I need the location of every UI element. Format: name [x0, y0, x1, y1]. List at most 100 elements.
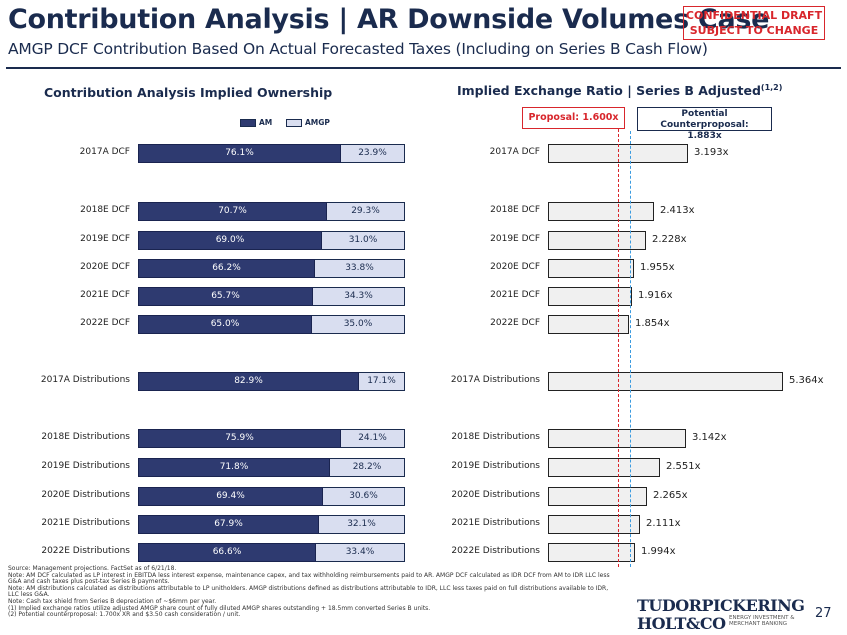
ownership-row-label: 2021E Distributions — [41, 518, 130, 528]
ownership-row-label: 2022E Distributions — [41, 546, 130, 556]
xr-bar — [548, 230, 646, 250]
proposal-line — [618, 129, 619, 567]
amgp-bar: 34.3% — [313, 286, 405, 306]
counterproposal-line — [630, 131, 631, 567]
xr-value-label: 2.413x — [660, 205, 695, 216]
counterproposal-line-1: Potential Counterproposal: — [660, 109, 749, 130]
page-number: 27 — [815, 606, 832, 621]
ownership-row-label: 2022E DCF — [80, 318, 130, 328]
ownership-row-label: 2018E DCF — [80, 205, 130, 215]
ownership-row-label: 2019E Distributions — [41, 461, 130, 471]
xr-bar — [548, 258, 634, 278]
xr-bar — [548, 457, 660, 477]
xr-row-label: 2018E DCF — [490, 205, 540, 215]
left-panel-title: Contribution Analysis Implied Ownership — [44, 85, 333, 100]
xr-row-label: 2018E Distributions — [451, 432, 540, 442]
xr-value-label: 1.955x — [640, 262, 675, 273]
xr-value-label: 2.111x — [646, 518, 681, 529]
note-line: (1) Implied exchange ratios utilize adju… — [8, 604, 431, 612]
am-bar: 71.8% — [138, 457, 330, 477]
am-bar: 66.6% — [138, 542, 316, 562]
xr-value-label: 1.854x — [635, 318, 670, 329]
ownership-row-label: 2020E DCF — [80, 262, 130, 272]
amgp-bar: 35.0% — [312, 314, 405, 334]
xr-row-label: 2022E DCF — [490, 318, 540, 328]
xr-row-label: 2017A DCF — [489, 147, 540, 157]
amgp-bar: 28.2% — [330, 457, 405, 477]
logo-tagline: ENERGY INVESTMENT & MERCHANT BANKING — [729, 615, 795, 627]
note-line: Source: Management projections. FactSet … — [8, 565, 177, 572]
page-subtitle: AMGP DCF Contribution Based On Actual Fo… — [8, 40, 708, 58]
xr-row-label: 2017A Distributions — [450, 375, 540, 385]
am-bar: 67.9% — [138, 514, 319, 534]
am-bar: 69.0% — [138, 230, 322, 250]
logo-line-2: HOLT&CO — [637, 614, 726, 633]
ownership-row-label: 2021E DCF — [80, 290, 130, 300]
amgp-bar: 33.4% — [316, 542, 405, 562]
xr-bar — [548, 486, 647, 506]
xr-row-label: 2022E Distributions — [451, 546, 540, 556]
xr-row-label: 2021E DCF — [490, 290, 540, 300]
amgp-bar: 33.8% — [315, 258, 405, 278]
confidential-line-1: CONFIDENTIAL DRAFT — [685, 9, 823, 22]
xr-bar — [548, 371, 783, 391]
legend-am-label: AM — [259, 118, 273, 127]
confidential-line-2: SUBJECT TO CHANGE — [689, 24, 819, 37]
amgp-bar: 30.6% — [323, 486, 405, 506]
am-bar: 82.9% — [138, 371, 359, 391]
proposal-box: Proposal: 1.600x — [522, 107, 625, 129]
amgp-bar: 32.1% — [319, 514, 405, 534]
ownership-row-label: 2017A Distributions — [40, 375, 130, 385]
right-panel-title-sup: (1,2) — [760, 83, 783, 92]
xr-value-label: 5.364x — [789, 375, 824, 386]
logo-tag-1: ENERGY INVESTMENT & — [729, 615, 795, 621]
am-bar: 70.7% — [138, 201, 327, 221]
amgp-bar: 29.3% — [327, 201, 405, 221]
xr-bar — [548, 201, 654, 221]
ownership-row-label: 2019E DCF — [80, 234, 130, 244]
am-bar: 65.0% — [138, 314, 312, 334]
xr-value-label: 3.142x — [692, 432, 727, 443]
am-bar: 76.1% — [138, 143, 341, 163]
am-bar: 75.9% — [138, 428, 341, 448]
xr-value-label: 1.916x — [638, 290, 673, 301]
xr-value-label: 2.265x — [653, 490, 688, 501]
logo-tag-2: MERCHANT BANKING — [729, 621, 787, 627]
counterproposal-line-2: 1.883x — [687, 131, 722, 141]
legend-amgp-swatch — [286, 119, 302, 127]
am-bar: 65.7% — [138, 286, 313, 306]
confidential-stamp: CONFIDENTIAL DRAFT SUBJECT TO CHANGE — [683, 6, 825, 40]
note-line: Note: AM DCF calculated as LP interest i… — [8, 571, 610, 579]
logo-line-1: TUDORPICKERING — [637, 596, 805, 615]
note-line: G&A and cash taxes plus post-tax Series … — [8, 578, 170, 586]
xr-value-label: 2.551x — [666, 461, 701, 472]
am-bar: 66.2% — [138, 258, 315, 278]
right-panel-title-text: Implied Exchange Ratio | Series B Adjust… — [457, 83, 761, 99]
xr-row-label: 2020E DCF — [490, 262, 540, 272]
right-panel-title: Implied Exchange Ratio | Series B Adjust… — [457, 83, 782, 98]
note-line: (2) Potential counterproposal: 1.700x XR… — [8, 611, 241, 619]
xr-value-label: 1.994x — [641, 546, 676, 557]
xr-row-label: 2020E Distributions — [451, 490, 540, 500]
xr-bar — [548, 428, 686, 448]
amgp-bar: 31.0% — [322, 230, 405, 250]
ownership-row-label: 2020E Distributions — [41, 490, 130, 500]
legend-am-swatch — [240, 119, 256, 127]
ownership-row-label: 2018E Distributions — [41, 432, 130, 442]
ownership-row-label: 2017A DCF — [79, 147, 130, 157]
am-bar: 69.4% — [138, 486, 323, 506]
legend-amgp-label: AMGP — [305, 118, 330, 127]
xr-row-label: 2019E DCF — [490, 234, 540, 244]
xr-bar — [548, 286, 632, 306]
xr-bar — [548, 314, 629, 334]
note-line: Note: Cash tax shield from Series B depr… — [8, 597, 217, 605]
page-title: Contribution Analysis | AR Downside Volu… — [8, 4, 770, 35]
xr-value-label: 2.228x — [652, 234, 687, 245]
xr-bar — [548, 542, 635, 562]
counterproposal-box: Potential Counterproposal: 1.883x — [637, 107, 772, 141]
amgp-bar: 23.9% — [341, 143, 405, 163]
amgp-bar: 24.1% — [341, 428, 405, 448]
note-line: Note: AM distributions calculated as dis… — [8, 584, 609, 592]
footnotes: Source: Management projections. FactSet … — [8, 565, 610, 619]
xr-row-label: 2021E Distributions — [451, 518, 540, 528]
